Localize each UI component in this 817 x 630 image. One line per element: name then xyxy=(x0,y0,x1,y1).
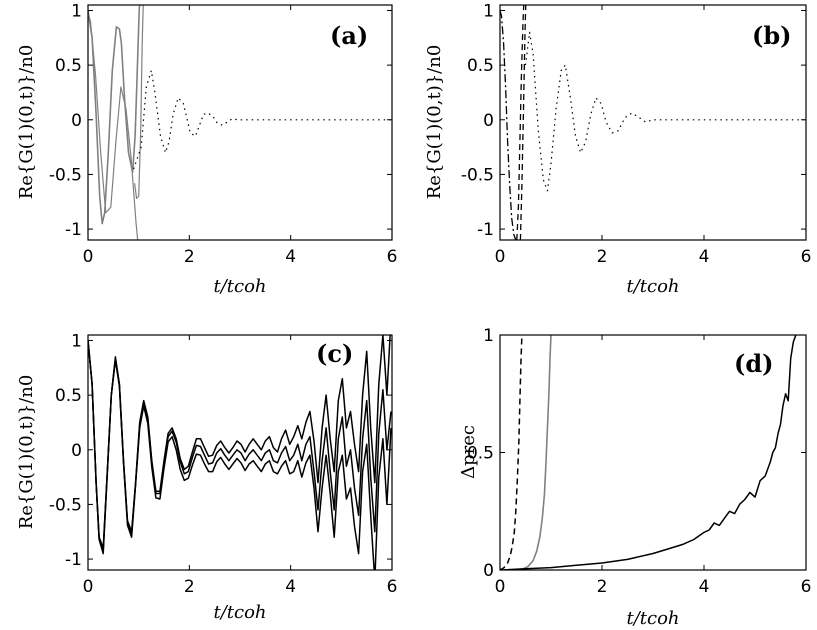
tick-marks-c xyxy=(87,335,393,570)
panel-b: 0 2 4 6 1 0.5 0 -0.5 -1 (b) t/tcoh Re{G(1)(0,t)}… xyxy=(424,1,812,297)
plot-frame-b xyxy=(499,4,807,241)
y-tick-label-a: 1 xyxy=(71,1,82,21)
panel-label-d: (d) xyxy=(734,349,774,378)
series-line-b-4 xyxy=(524,31,806,192)
series-line-b-3 xyxy=(519,5,527,240)
series-lines-b xyxy=(500,5,806,240)
x-tick-label-a: 0 xyxy=(83,247,94,267)
y-axis-label-c: Re{G(1)(0,t)}/n0 xyxy=(16,375,37,530)
series-line-d-2 xyxy=(515,335,552,570)
y-tick-label-c: 0 xyxy=(71,441,82,461)
series-lines-c xyxy=(88,335,392,570)
plot-frame-c xyxy=(87,334,393,571)
series-line-a-4 xyxy=(133,69,392,170)
tick-labels-d: 0 2 4 6 1 0.5 0 xyxy=(467,326,811,597)
series-line-b-1 xyxy=(500,10,517,240)
y-axis-label-b: Re{G(1)(0,t)}/n0 xyxy=(424,45,445,200)
series-line-a-1 xyxy=(88,5,141,225)
panel-label-a: (a) xyxy=(330,21,368,50)
tick-labels-c: 0 2 4 6 1 0.5 0 -0.5 -1 xyxy=(49,331,398,597)
x-tick-label-a: 4 xyxy=(285,247,296,267)
x-axis-label-a: t/tcoh xyxy=(213,276,266,297)
x-tick-label-b: 4 xyxy=(699,247,710,267)
panel-label-b: (b) xyxy=(752,21,792,50)
x-tick-label-a: 2 xyxy=(184,247,195,267)
panel-d: 0 2 4 6 1 0.5 0 (d) t/tcoh Δprec xyxy=(458,326,811,629)
series-line-a-3 xyxy=(134,5,144,200)
series-line-d-3 xyxy=(500,335,797,570)
y-tick-label-d: 0.5 xyxy=(467,444,494,464)
y-tick-label-c: 1 xyxy=(71,331,82,351)
x-tick-label-b: 6 xyxy=(801,247,812,267)
tick-marks-d xyxy=(499,334,807,571)
tick-labels-a: 0 2 4 6 1 0.5 0 -0.5 -1 xyxy=(49,1,398,267)
series-line-a-2 xyxy=(88,12,139,240)
series-line-c-3 xyxy=(88,340,392,570)
tick-labels-b: 0 2 4 6 1 0.5 0 -0.5 -1 xyxy=(461,1,812,267)
x-axis-label-b: t/tcoh xyxy=(626,276,679,297)
series-lines-a xyxy=(88,5,392,240)
x-tick-label-d: 6 xyxy=(801,577,812,597)
x-tick-label-a: 6 xyxy=(387,247,398,267)
x-tick-label-c: 2 xyxy=(184,577,195,597)
y-tick-label-b: -0.5 xyxy=(461,165,494,185)
y-tick-label-a: -1 xyxy=(65,220,82,240)
panel-a: 0 2 4 6 1 0.5 0 -0.5 -1 (a) t/tcoh Re{G(1)(0,t)}… xyxy=(16,1,398,297)
y-tick-label-c: 0.5 xyxy=(55,386,82,406)
x-tick-label-d: 2 xyxy=(597,577,608,597)
x-axis-label-c: t/tcoh xyxy=(213,602,266,623)
y-tick-label-b: 0.5 xyxy=(467,56,494,76)
y-tick-label-b: 1 xyxy=(483,1,494,21)
x-tick-label-b: 0 xyxy=(495,247,506,267)
y-tick-label-a: 0 xyxy=(71,111,82,131)
x-tick-label-b: 2 xyxy=(597,247,608,267)
x-tick-label-d: 4 xyxy=(699,577,710,597)
x-axis-label-d: t/tcoh xyxy=(626,608,679,629)
series-lines-d xyxy=(500,335,797,570)
x-tick-label-c: 6 xyxy=(387,577,398,597)
x-tick-label-d: 0 xyxy=(495,577,506,597)
tick-marks-b xyxy=(499,5,807,240)
x-tick-label-c: 4 xyxy=(285,577,296,597)
panel-c: 0 2 4 6 1 0.5 0 -0.5 -1 (c) t/tcoh Re{G(1)(0,t)}… xyxy=(16,331,398,623)
y-tick-label-c: -1 xyxy=(65,550,82,570)
tick-marks-a xyxy=(87,5,393,240)
y-tick-label-a: 0.5 xyxy=(55,56,82,76)
y-tick-label-a: -0.5 xyxy=(49,165,82,185)
y-axis-label-a: Re{G(1)(0,t)}/n0 xyxy=(16,45,37,200)
y-tick-label-d: 0 xyxy=(483,561,494,581)
panel-label-c: (c) xyxy=(316,339,353,368)
y-tick-label-b: -1 xyxy=(477,220,494,240)
y-tick-label-c: -0.5 xyxy=(49,495,82,515)
series-line-d-1 xyxy=(500,335,523,570)
series-line-b-2 xyxy=(516,5,525,240)
plot-frame-a xyxy=(87,4,393,241)
y-tick-label-d: 1 xyxy=(483,326,494,346)
y-tick-label-b: 0 xyxy=(483,111,494,131)
y-axis-label-d: Δprec xyxy=(458,425,479,479)
x-tick-label-c: 0 xyxy=(83,577,94,597)
